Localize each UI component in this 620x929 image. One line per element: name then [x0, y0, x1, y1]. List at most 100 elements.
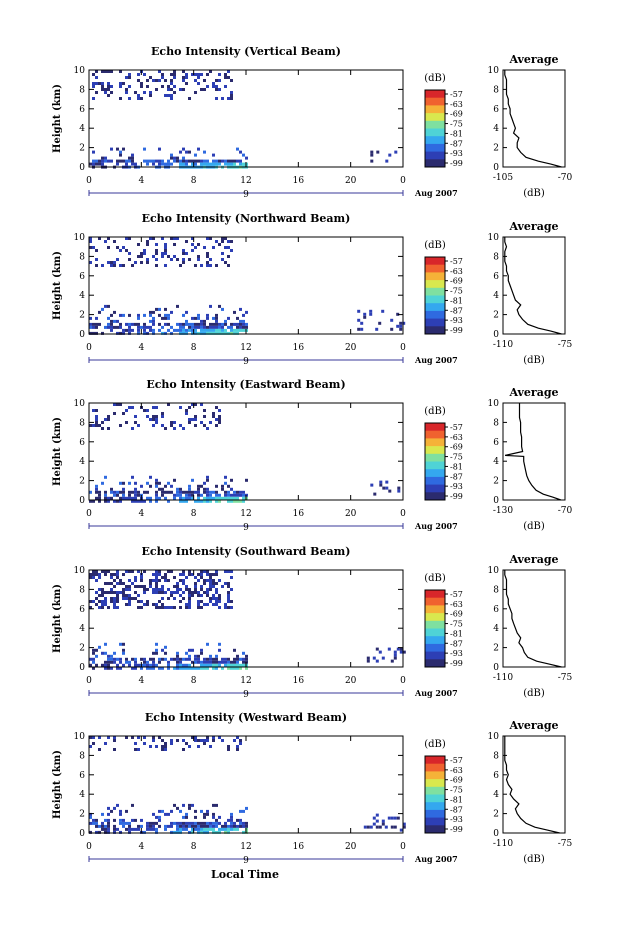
- echo-cell: [161, 252, 164, 255]
- echo-cell: [209, 654, 212, 658]
- echo-cell: [215, 325, 218, 329]
- echo-cell: [131, 736, 134, 739]
- echo-cell: [95, 496, 98, 500]
- average-frame: [502, 735, 566, 834]
- echo-cell: [185, 588, 188, 591]
- echo-cell: [209, 258, 212, 261]
- echo-cell: [173, 159, 176, 163]
- echo-cell: [188, 821, 191, 825]
- echo-cell: [206, 809, 209, 813]
- echo-cell: [107, 812, 110, 816]
- echo-cell: [119, 821, 122, 825]
- echo-cell: [89, 576, 92, 579]
- echo-cell: [375, 825, 379, 829]
- average-profile-line: [504, 237, 562, 335]
- echo-cell: [393, 825, 397, 829]
- echo-cell: [224, 660, 227, 664]
- echo-cell: [221, 328, 224, 332]
- echo-cell: [236, 666, 239, 670]
- echo-cell: [245, 824, 248, 828]
- echo-cell: [140, 261, 143, 264]
- average-frame: [502, 236, 566, 335]
- echo-cell: [209, 304, 212, 308]
- echo-cell: [194, 490, 197, 494]
- echo-cell: [203, 591, 206, 594]
- echo-cell: [146, 258, 149, 261]
- echo-cell: [209, 821, 212, 825]
- echo-cell: [137, 570, 140, 573]
- echo-cell: [173, 606, 176, 609]
- y-tick-label: 4: [79, 624, 85, 634]
- echo-cell: [203, 246, 206, 249]
- echo-cell: [155, 499, 158, 503]
- average-x-tick-label: -130: [493, 506, 513, 516]
- echo-cell: [230, 159, 233, 163]
- echo-cell: [176, 663, 179, 667]
- echo-cell: [194, 418, 197, 421]
- echo-cell: [170, 156, 173, 160]
- echo-cell: [215, 496, 218, 500]
- echo-cell: [197, 493, 200, 497]
- echo-cell: [155, 582, 158, 585]
- echo-cell: [212, 85, 215, 88]
- echo-cell: [242, 322, 245, 326]
- echo-cell: [107, 261, 110, 264]
- echo-cell: [116, 597, 119, 600]
- echo-cell: [101, 663, 104, 667]
- colorbar-swatch: [425, 120, 445, 129]
- echo-cell: [170, 824, 173, 828]
- echo-cell: [206, 579, 209, 582]
- echo-cell: [164, 606, 167, 609]
- colorbar-swatch: [425, 763, 445, 772]
- echo-cell: [209, 325, 212, 329]
- echo-cell: [113, 739, 116, 742]
- colorbar-tick-label: -81: [450, 629, 463, 638]
- colorbar-swatch: [425, 651, 445, 660]
- echo-cell: [197, 499, 200, 503]
- echo-cell: [182, 579, 185, 582]
- echo-cell: [230, 328, 233, 332]
- echo-cell: [176, 258, 179, 261]
- echo-cell: [209, 496, 212, 500]
- echo-cell: [119, 82, 122, 85]
- echo-cell: [113, 827, 116, 831]
- echo-cell: [128, 313, 131, 317]
- echo-cell: [224, 490, 227, 494]
- echo-cell: [164, 576, 167, 579]
- echo-cell: [212, 246, 215, 249]
- echo-cell: [179, 325, 182, 329]
- echo-cell: [155, 588, 158, 591]
- x-tick-label: 16: [293, 676, 305, 686]
- echo-cell: [146, 243, 149, 246]
- echo-cell: [161, 576, 164, 579]
- echo-cell: [146, 409, 149, 412]
- date-day-label: 9: [243, 690, 249, 700]
- echo-cell: [146, 415, 149, 418]
- echo-cell: [375, 659, 379, 663]
- echo-cell: [131, 490, 134, 494]
- echo-cell: [116, 162, 119, 166]
- echo-cell: [125, 88, 128, 91]
- echo-cell: [107, 660, 110, 664]
- echo-cell: [155, 159, 158, 163]
- echo-cell: [215, 499, 218, 503]
- echo-cell: [188, 421, 191, 424]
- echo-cell: [128, 830, 131, 834]
- echo-cell: [170, 594, 173, 597]
- echo-cell: [188, 159, 191, 163]
- echo-cell: [233, 663, 236, 667]
- echo-cell: [122, 147, 125, 151]
- echo-cell: [167, 499, 170, 503]
- echo-cell: [224, 73, 227, 76]
- average-y-tick-label: 10: [488, 233, 500, 243]
- colorbar-tick-label: -99: [450, 659, 463, 668]
- echo-cell: [191, 573, 194, 576]
- echo-cell: [110, 657, 113, 661]
- colorbar-swatch: [425, 310, 445, 320]
- echo-cell: [200, 403, 203, 406]
- echo-cell: [128, 588, 131, 591]
- echo-cell: [161, 745, 164, 748]
- echo-cell: [188, 570, 191, 573]
- echo-cell: [206, 490, 209, 494]
- echo-cell: [119, 591, 122, 594]
